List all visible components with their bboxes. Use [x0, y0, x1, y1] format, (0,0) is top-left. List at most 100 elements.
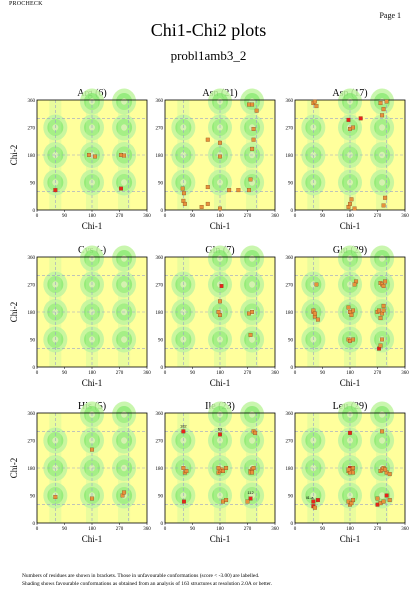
y-tick-label: 360 — [156, 256, 164, 261]
x-axis-label: Chi-1 — [82, 221, 103, 231]
footer-line-1: Numbers of residues are shown in bracket… — [22, 573, 260, 579]
x-tick-label: 0 — [294, 214, 297, 219]
y-tick-label: 0 — [161, 366, 164, 371]
data-point — [247, 188, 251, 193]
y-tick-label: 360 — [28, 412, 36, 417]
data-point-unfavourable — [219, 284, 224, 288]
x-axis-label: Chi-1 — [210, 534, 231, 544]
data-point — [251, 466, 256, 470]
y-tick-label: 90 — [288, 495, 294, 500]
data-point — [349, 197, 354, 202]
data-point — [380, 337, 385, 342]
data-point — [205, 185, 210, 190]
data-point-unfavourable — [348, 430, 352, 435]
gridlines — [37, 100, 147, 210]
data-point — [312, 311, 317, 316]
data-point — [346, 467, 351, 472]
y-tick-label: 360 — [286, 412, 294, 417]
data-point-unfavourable — [218, 432, 222, 437]
x-tick-label: 90 — [62, 214, 68, 219]
data-point — [254, 108, 259, 113]
data-point — [315, 317, 320, 322]
data-point — [352, 206, 357, 211]
x-axis-label: Chi-1 — [340, 221, 361, 231]
y-tick-label: 180 — [156, 154, 164, 159]
x-tick-label: 360 — [401, 527, 409, 532]
data-point — [352, 282, 357, 287]
data-point-unfavourable — [346, 117, 351, 122]
x-tick-label: 180 — [216, 371, 224, 376]
x-tick-label: 270 — [116, 214, 124, 219]
data-point — [199, 204, 204, 209]
data-point — [180, 186, 185, 191]
data-point — [93, 154, 98, 159]
y-tick-label: 360 — [156, 412, 164, 417]
data-point — [216, 310, 221, 314]
y-tick-label: 0 — [161, 522, 164, 527]
y-tick-label: 270 — [28, 284, 36, 289]
x-tick-label: 270 — [116, 527, 124, 532]
y-tick-label: 0 — [291, 209, 294, 214]
data-point — [90, 496, 94, 501]
data-point — [351, 498, 356, 503]
x-tick-label: 0 — [36, 371, 39, 376]
y-tick-label: 270 — [28, 440, 36, 445]
data-point-unfavourable — [119, 186, 123, 191]
y-axis-label: Chi-2 — [9, 302, 19, 323]
y-tick-label: 90 — [158, 182, 164, 187]
x-tick-label: 0 — [164, 527, 167, 532]
y-tick-label: 360 — [286, 256, 294, 261]
data-point — [346, 305, 351, 310]
x-tick-label: 90 — [62, 371, 68, 376]
data-point — [250, 102, 255, 107]
x-tick-label: 180 — [346, 527, 354, 532]
residue-label: 182 — [180, 424, 187, 429]
y-tick-label: 180 — [156, 467, 164, 472]
x-tick-label: 270 — [244, 214, 252, 219]
y-tick-label: 0 — [33, 209, 36, 214]
x-axis-label: Chi-1 — [82, 534, 103, 544]
data-point — [381, 107, 386, 112]
data-point — [383, 279, 388, 284]
y-tick-label: 0 — [161, 209, 164, 214]
x-tick-label: 0 — [294, 371, 297, 376]
data-point — [387, 498, 392, 503]
data-point — [250, 310, 255, 314]
data-point — [314, 104, 319, 109]
x-tick-label: 270 — [244, 527, 252, 532]
data-point — [184, 469, 189, 474]
x-axis-label: Chi-1 — [82, 378, 103, 388]
data-point — [218, 154, 222, 159]
data-point — [380, 113, 385, 118]
data-point — [218, 206, 222, 211]
x-tick-label: 180 — [216, 214, 224, 219]
x-tick-label: 360 — [271, 371, 279, 376]
x-tick-label: 0 — [36, 527, 39, 532]
data-point — [181, 466, 186, 470]
y-tick-label: 270 — [156, 284, 164, 289]
data-point — [250, 470, 255, 475]
y-tick-label: 0 — [33, 522, 36, 527]
panel-ile: Ile (23)090180270360090180270360Chi-1182… — [156, 401, 280, 544]
data-point — [377, 308, 381, 313]
y-tick-label: 180 — [156, 311, 164, 316]
x-tick-label: 0 — [294, 527, 297, 532]
x-tick-label: 90 — [320, 371, 326, 376]
data-point — [381, 499, 386, 504]
y-tick-label: 270 — [156, 440, 164, 445]
data-point — [312, 505, 317, 510]
data-point-unfavourable — [315, 498, 320, 503]
y-tick-label: 270 — [28, 127, 36, 132]
y-tick-label: 270 — [156, 127, 164, 132]
residue-label: 63 — [218, 426, 223, 431]
data-point-unfavourable — [358, 116, 363, 121]
x-tick-label: 360 — [401, 214, 409, 219]
data-point — [381, 284, 386, 288]
page-number: Page 1 — [379, 11, 401, 20]
data-point — [245, 499, 250, 504]
y-tick-label: 0 — [291, 522, 294, 527]
x-tick-label: 360 — [271, 214, 279, 219]
x-tick-label: 270 — [374, 371, 382, 376]
